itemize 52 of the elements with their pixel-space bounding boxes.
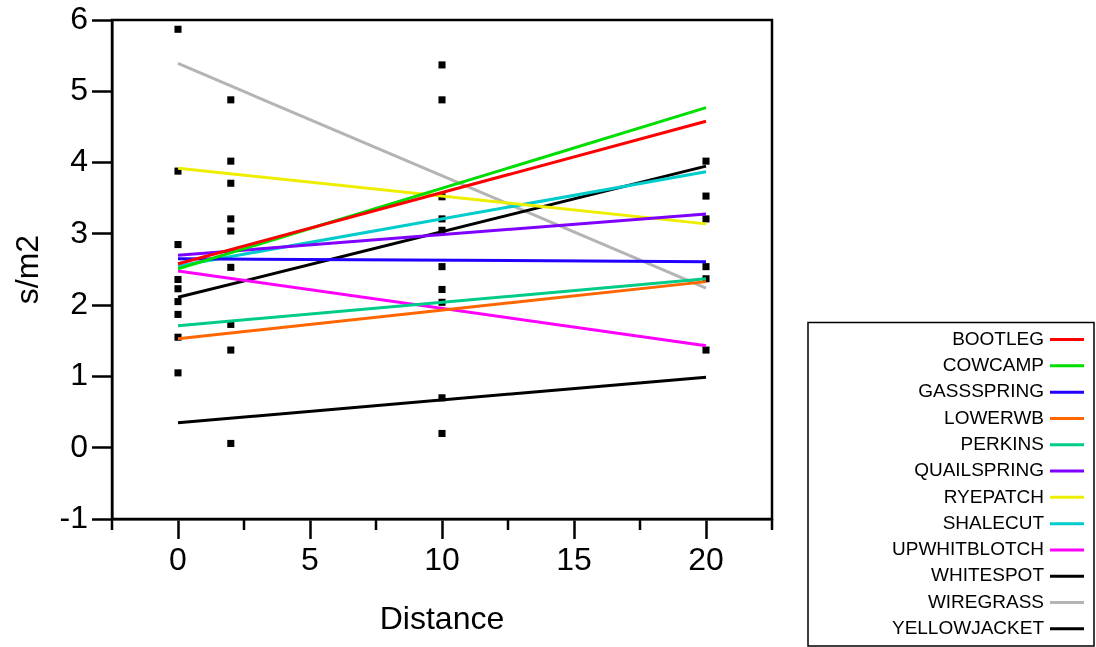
point bbox=[174, 298, 182, 306]
point bbox=[702, 157, 710, 165]
legend-label: PERKINS bbox=[960, 432, 1044, 454]
legend-label: UPWHITBLOTCH bbox=[892, 538, 1044, 560]
point bbox=[227, 346, 235, 354]
point bbox=[702, 263, 710, 271]
point bbox=[702, 215, 710, 223]
point bbox=[438, 61, 446, 69]
point bbox=[174, 275, 182, 284]
y-tick-label: 1 bbox=[70, 356, 88, 393]
legend-label: WHITESPOT bbox=[931, 564, 1045, 586]
legend-label: WIREGRASS bbox=[927, 590, 1044, 612]
legend-label: YELLOWJACKET bbox=[891, 617, 1045, 639]
point bbox=[438, 285, 446, 293]
point bbox=[702, 192, 710, 200]
legend-label: SHALECUT bbox=[942, 511, 1045, 533]
legend-label: BOOTLEG bbox=[952, 327, 1044, 349]
x-tick-label: 0 bbox=[169, 540, 187, 577]
point bbox=[174, 285, 182, 293]
y-tick-label: 4 bbox=[70, 142, 88, 179]
point bbox=[438, 263, 446, 271]
point bbox=[174, 369, 182, 377]
point bbox=[227, 227, 235, 235]
y-axis-title: s/m2 bbox=[9, 234, 46, 305]
point bbox=[702, 346, 710, 354]
point bbox=[174, 310, 182, 318]
legend-label: COWCAMP bbox=[942, 354, 1044, 376]
y-tick-label: 3 bbox=[70, 213, 88, 250]
y-tick-label: 2 bbox=[70, 284, 88, 321]
legend-label: QUAILSPRING bbox=[914, 459, 1044, 481]
point bbox=[227, 157, 235, 165]
point bbox=[227, 215, 235, 223]
point bbox=[438, 429, 446, 437]
x-axis-title: Distance bbox=[379, 599, 505, 636]
point bbox=[438, 96, 446, 104]
point bbox=[227, 96, 235, 104]
legend-label: GASSSPRING bbox=[918, 380, 1044, 402]
point bbox=[227, 263, 235, 271]
x-tick-label: 20 bbox=[688, 540, 724, 577]
x-tick-label: 15 bbox=[556, 540, 592, 577]
y-tick-label: -1 bbox=[59, 498, 88, 535]
x-tick-label: 10 bbox=[424, 540, 460, 577]
point bbox=[174, 25, 182, 33]
y-tick-label: 5 bbox=[70, 71, 88, 108]
point bbox=[227, 179, 235, 187]
y-tick-label: 6 bbox=[70, 0, 88, 36]
x-tick-label: 5 bbox=[301, 540, 319, 577]
point bbox=[227, 439, 235, 447]
legend-label: LOWERWB bbox=[944, 406, 1044, 428]
legend-label: RYEPATCH bbox=[943, 485, 1044, 507]
y-tick-label: 0 bbox=[70, 427, 88, 464]
point bbox=[174, 241, 182, 249]
